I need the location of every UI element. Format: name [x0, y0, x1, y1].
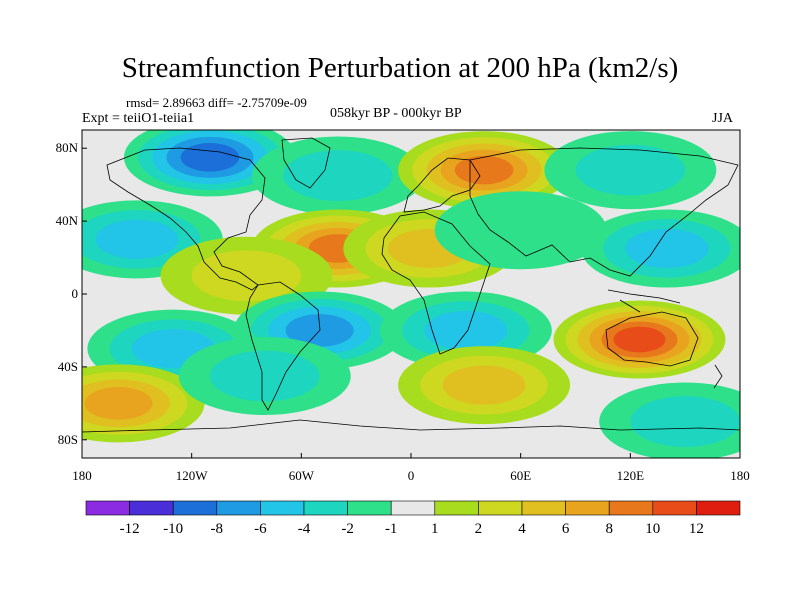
colorbar-swatch — [172, 500, 218, 516]
lon-tick-label: 180 — [730, 468, 750, 483]
colorbar-swatch — [216, 500, 261, 516]
colorbar-swatch — [390, 500, 436, 516]
lat-tick-label: 80N — [56, 140, 79, 155]
colorbar-label: 10 — [645, 521, 660, 537]
field-contour-13-5 — [613, 326, 666, 353]
lon-tick-label: 180 — [72, 468, 92, 483]
colorbar-swatch — [521, 500, 566, 516]
field-contour-11-2 — [424, 310, 508, 351]
lon-tick-label: 60W — [289, 468, 315, 483]
lat-tick-label: 80S — [58, 432, 78, 447]
colorbar-swatch — [478, 500, 523, 516]
field-contour-2-4 — [454, 155, 514, 185]
coastlines — [82, 137, 740, 433]
colorbar-label: 1 — [431, 521, 439, 537]
colorbar-label: -2 — [341, 521, 354, 537]
field-contour-3-1 — [575, 144, 686, 196]
colorbar-label: 2 — [475, 521, 483, 537]
field-contour-16-1 — [630, 396, 740, 447]
longitude-axis: 180 120W 60W 0 60E 120E 180 — [72, 453, 750, 483]
colorbar-swatch — [260, 500, 305, 516]
colorbar: -12 -10 -8 -6 -4 -2 -1 1 2 4 6 8 10 12 — [85, 500, 741, 537]
colorbar-swatch — [565, 500, 610, 516]
field-contour-7-2 — [625, 228, 709, 269]
colorbar-label: 8 — [605, 521, 613, 537]
period-label: 058kyr BP - 000kyr BP — [330, 106, 462, 121]
lat-tick-label: 40N — [56, 213, 79, 228]
field-contour-15-3 — [84, 387, 153, 420]
colorbar-swatch — [347, 500, 392, 516]
lon-tick-label: 120W — [176, 468, 209, 483]
field-contour-0-4 — [180, 143, 240, 172]
map-title: Streamfunction Perturbation at 200 hPa (… — [121, 52, 679, 84]
lat-tick-label: 0 — [72, 286, 79, 301]
experiment-label: Expt = teiiO1-teiia1 — [82, 111, 195, 126]
field-contour-8-0 — [434, 191, 607, 270]
colorbar-label: 4 — [518, 521, 526, 537]
field-contour-6-2 — [95, 219, 179, 259]
colorbar-swatch — [652, 500, 697, 516]
colorbar-label: -12 — [120, 521, 140, 537]
streamfunction-field — [82, 130, 740, 458]
colorbar-label: -6 — [254, 521, 267, 537]
statistics-text: rmsd= 2.89663 diff= -2.75709e-09 — [126, 95, 307, 110]
colorbar-swatch — [129, 500, 174, 516]
lon-tick-label: 60E — [510, 468, 531, 483]
field-contour-17-1 — [209, 350, 320, 402]
season-label: JJA — [712, 111, 734, 126]
colorbar-label: 6 — [562, 521, 570, 537]
lat-tick-label: 40S — [58, 359, 78, 374]
colorbar-label: -1 — [385, 521, 398, 537]
colorbar-swatch — [434, 500, 479, 516]
colorbar-label: -4 — [298, 521, 311, 537]
colorbar-swatch — [85, 500, 130, 516]
colorbar-label: -10 — [163, 521, 183, 537]
colorbar-label: -8 — [211, 521, 224, 537]
colorbar-swatch — [608, 500, 654, 516]
field-contour-9-1 — [191, 250, 302, 302]
colorbar-swatch — [696, 500, 741, 516]
colorbar-label: 12 — [689, 521, 704, 537]
colorbar-swatch — [303, 500, 348, 516]
field-contour-14-2 — [442, 365, 526, 405]
lon-tick-label: 0 — [408, 468, 415, 483]
field-contour-1-1 — [283, 150, 393, 201]
latitude-axis: 80N 40N 0 40S 80S — [56, 140, 87, 447]
lon-tick-label: 120E — [617, 468, 645, 483]
